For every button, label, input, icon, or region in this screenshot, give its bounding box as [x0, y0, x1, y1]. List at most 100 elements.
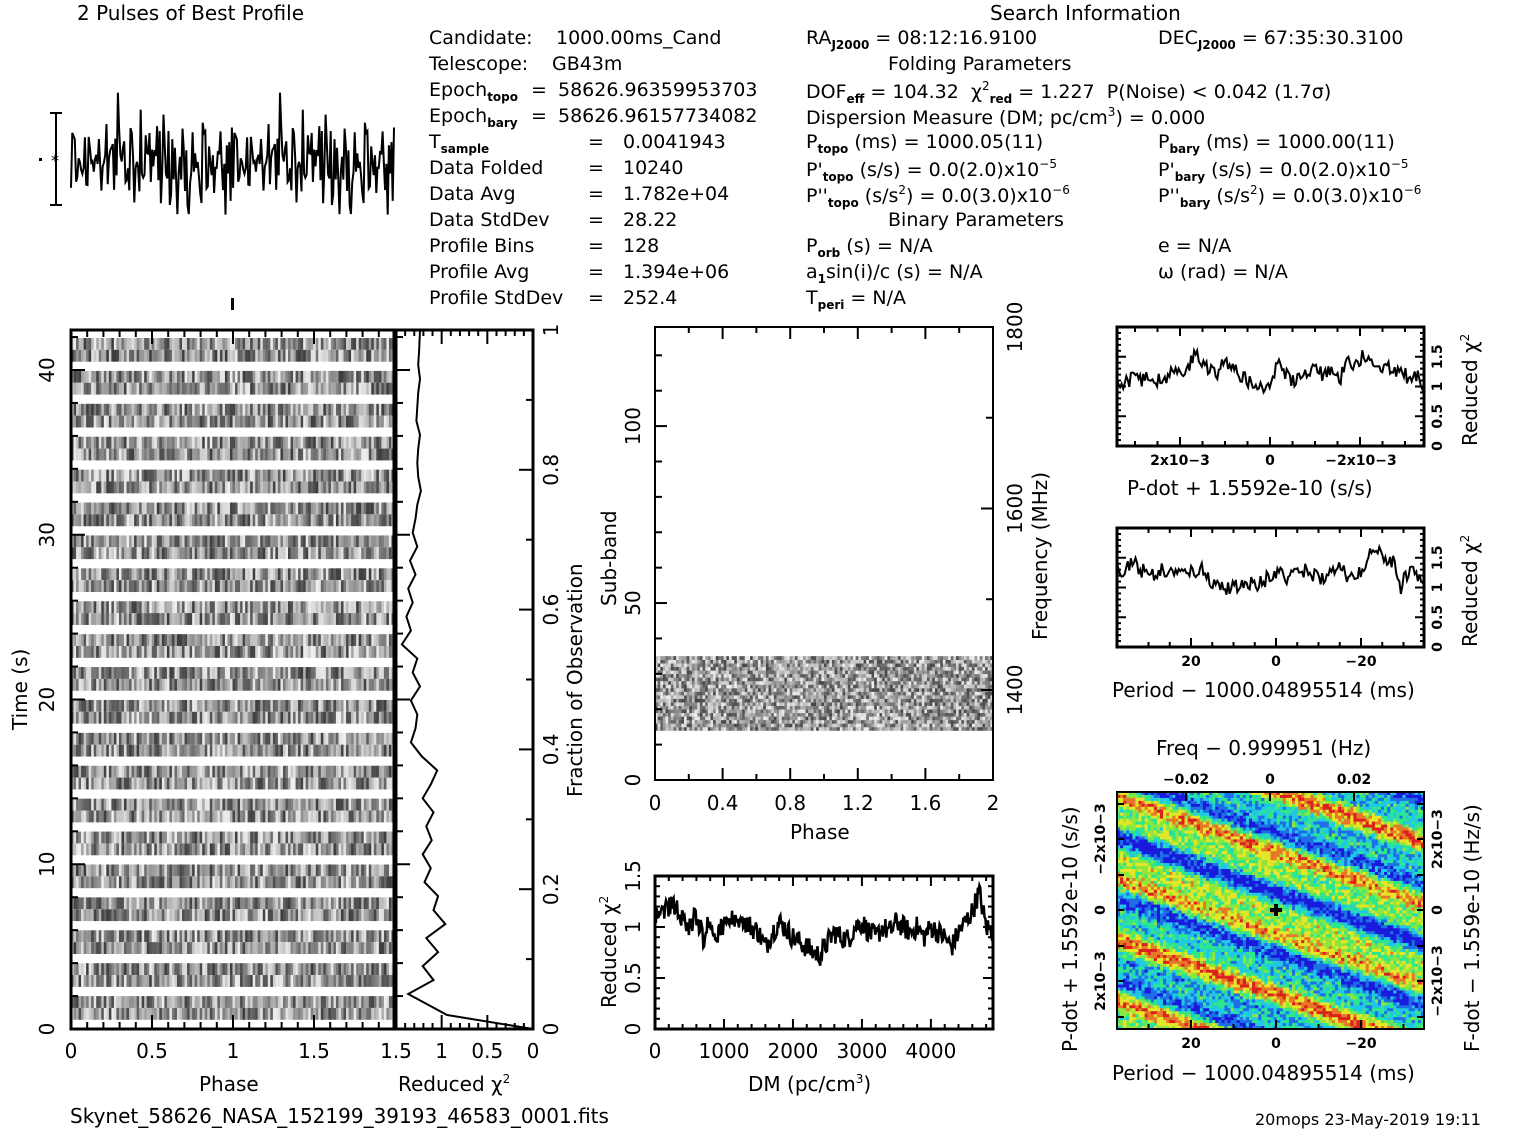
- heat-cell: [348, 547, 352, 560]
- heat-cell: [184, 448, 188, 461]
- heat-cell: [341, 909, 344, 922]
- heat-cell: [103, 436, 107, 449]
- heat-cell: [197, 436, 200, 449]
- heat-cell: [265, 580, 269, 593]
- heat-cell: [118, 930, 122, 943]
- heat-cell: [113, 403, 117, 416]
- heat-cell: [280, 843, 284, 856]
- heat-cell: [227, 711, 231, 724]
- heat-cell: [141, 777, 145, 790]
- heat-cell: [207, 349, 211, 362]
- heat-cell: [141, 645, 145, 658]
- heat-cell: [366, 448, 370, 461]
- heat-cell: [103, 930, 107, 943]
- heat-cell: [280, 876, 284, 889]
- heat-cell: [103, 798, 107, 811]
- heat-cell: [351, 613, 354, 625]
- heat-cell: [237, 601, 241, 614]
- heat-cell: [121, 580, 125, 593]
- heat-cell: [214, 942, 218, 954]
- heat-cell: [388, 897, 392, 910]
- heat-cell: [182, 798, 185, 811]
- heat-cell: [255, 403, 259, 416]
- heat-cell: [159, 547, 163, 560]
- heat-cell: [343, 876, 347, 889]
- heat-cell: [361, 699, 365, 712]
- heat-cell: [179, 909, 183, 922]
- heat-cell: [386, 777, 390, 790]
- pdot-bary-field: P'bary (s/s) = 0.0(2.0)x10−5: [1158, 157, 1409, 184]
- heat-cell: [146, 580, 150, 593]
- heat-cell: [240, 436, 243, 449]
- heat-cell: [126, 732, 130, 745]
- heat-cell: [333, 382, 337, 395]
- heat-cell: [328, 403, 332, 416]
- heat-cell: [161, 963, 165, 976]
- heat-cell: [277, 711, 281, 724]
- heat-cell: [146, 502, 150, 515]
- heat-cell: [386, 930, 390, 943]
- heat-cell: [161, 415, 165, 428]
- heat-cell: [386, 502, 390, 515]
- heat-cell: [139, 436, 142, 449]
- heat-cell: [318, 469, 322, 482]
- heat-cell: [303, 645, 306, 658]
- heat-cell: [330, 897, 334, 910]
- heat-cell: [209, 469, 213, 482]
- heat-cell: [388, 864, 392, 877]
- heat-cell: [242, 798, 246, 811]
- heat-cell: [108, 338, 112, 350]
- heat-cell: [295, 798, 299, 811]
- heat-cell: [113, 897, 117, 910]
- heat-cell: [222, 942, 226, 954]
- heat-cell: [351, 942, 354, 954]
- heat-cell: [346, 370, 349, 383]
- heat-cell: [313, 436, 317, 449]
- heat-cell: [373, 502, 377, 515]
- heat-cell: [144, 831, 147, 844]
- heat-cell: [96, 613, 100, 625]
- heat-cell: [202, 765, 206, 778]
- heat-cell: [219, 338, 223, 350]
- heat-cell: [270, 448, 274, 461]
- heat-cell: [270, 568, 274, 581]
- heat-cell: [351, 481, 354, 494]
- heat-cell: [106, 547, 110, 560]
- candidate-info-label: Data Folded: [429, 157, 544, 179]
- heat-cell: [103, 349, 107, 362]
- heat-cell: [282, 338, 286, 350]
- heat-cell: [212, 469, 216, 482]
- heat-cell: [88, 370, 92, 383]
- heat-cell: [255, 810, 259, 823]
- heat-cell: [154, 514, 158, 527]
- heat-cell: [214, 469, 218, 482]
- heat-cell: [376, 469, 380, 482]
- heat-cell: [351, 909, 354, 922]
- heat-cell: [81, 711, 84, 724]
- heat-cell: [126, 667, 130, 679]
- heat-cell: [209, 711, 213, 724]
- heat-cell: [245, 942, 248, 954]
- heat-cell: [282, 349, 286, 362]
- heat-cell: [288, 909, 291, 922]
- heat-cell: [298, 897, 301, 910]
- heat-cell: [202, 415, 206, 428]
- heat-cell: [76, 909, 79, 922]
- heat-cell: [106, 481, 110, 494]
- heat-cell: [197, 876, 200, 889]
- heat-cell: [108, 711, 112, 724]
- heat-cell: [76, 930, 79, 943]
- heat-cell: [182, 876, 185, 889]
- heat-cell: [146, 338, 150, 350]
- heat-cell: [285, 370, 289, 383]
- heat-cell: [194, 349, 198, 362]
- heat-cell: [144, 469, 147, 482]
- heat-cell: [361, 547, 365, 560]
- heat-cell: [212, 810, 216, 823]
- heat-cell: [169, 843, 173, 856]
- heat-cell: [93, 613, 97, 625]
- heat-cell: [179, 514, 183, 527]
- heat-cell: [285, 535, 289, 548]
- heat-cell: [103, 831, 107, 844]
- heat-cell: [151, 909, 155, 922]
